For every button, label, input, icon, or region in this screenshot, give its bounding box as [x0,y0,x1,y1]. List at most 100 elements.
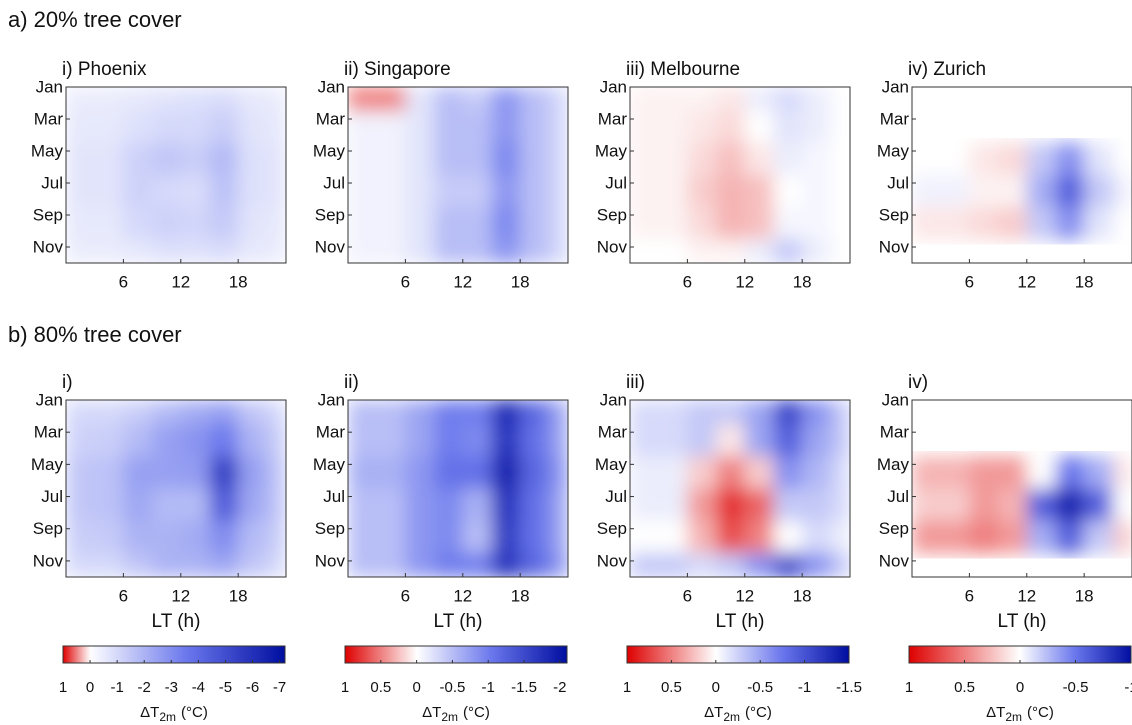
heatmap-cell [830,87,850,112]
heatmap-cell [658,87,688,112]
heatmap-cell [802,488,832,522]
heatmap-cell [123,87,153,112]
heatmap-cell [940,207,970,240]
heatmap-cell [434,207,464,240]
heatmap-cell [1055,520,1085,554]
heatmap-cell [348,87,378,112]
heatmap-cell [630,520,660,554]
colorbar-tick-label: -2 [138,679,151,696]
x-tick-label: 6 [401,272,410,291]
colorbar-label-main: ΔT [422,704,441,721]
heatmap-cell [830,488,850,522]
heatmap-cell [520,488,550,522]
colorbar-label: ΔT2m (°C) [986,704,1054,724]
x-tick-label: 18 [1075,272,1094,291]
heatmap-cell [802,552,832,577]
heatmap-cell [434,552,464,577]
heatmap-cell [716,87,746,112]
heatmap [912,143,1132,240]
heatmap-cell [802,207,832,240]
heatmap-cell [658,175,688,208]
heatmap-cell [744,239,774,263]
colorbar-label-main: ΔT [986,704,1005,721]
y-tick-label: May [31,141,64,160]
heatmap-cell [462,552,492,577]
heatmap-cell [123,488,153,522]
heatmap-cell [462,520,492,554]
heatmap [630,400,850,577]
heatmap-cell [744,207,774,240]
heatmap-cell [94,400,124,425]
heatmap-cell [94,207,124,240]
heatmap-cell [238,520,268,554]
plot-frame [629,399,851,578]
heatmap-cell [376,552,406,577]
y-tick-label: Nov [33,551,64,570]
heatmap-cell [238,143,268,176]
heatmap-cell [969,143,999,176]
heatmap-cell [548,424,568,457]
y-tick-label: Mar [34,423,64,442]
heatmap-cell [123,143,153,176]
heatmap-cell [376,456,406,489]
heatmap-cell [773,424,803,457]
heatmap-cell [940,175,970,208]
y-tick-label: Mar [316,423,346,442]
heatmap-cell [940,456,970,489]
heatmap-cell [1084,456,1114,489]
heatmap-cell [716,456,746,489]
heatmap-cell [94,552,124,577]
heatmap-cell [491,424,521,457]
x-tick-label: 6 [401,586,410,605]
heatmap-cell [266,424,286,457]
colorbar-tick-label: -0.5 [747,679,773,696]
heatmap-cell [66,87,96,112]
heatmap-cell [266,488,286,522]
heatmap-cell [66,552,96,577]
heatmap-cell [1055,456,1085,489]
heatmap-cell [744,456,774,489]
heatmap-cell [773,143,803,176]
heatmap-cell [123,207,153,240]
heatmap-cell [180,111,210,144]
heatmap-cell [830,456,850,489]
heatmap-cell [830,207,850,240]
heatmap-cells [66,400,286,577]
colorbar-tick-label: -1.5 [836,679,862,696]
heatmap-cell [66,239,96,263]
x-tick-label: 6 [683,586,692,605]
heatmap-cell [630,111,660,144]
heatmap-cell [548,87,568,112]
heatmap-cell [66,400,96,425]
heatmap-cell [348,456,378,489]
heatmap-cell [969,207,999,240]
x-tick-label: 12 [171,586,190,605]
heatmap-cell [998,207,1028,240]
colorbar-tick-label: 0 [86,679,94,696]
heatmap-cell [376,400,406,425]
heatmap-cell [658,488,688,522]
heatmap-cell [348,520,378,554]
heatmap-cell [520,111,550,144]
y-tick-label: May [313,141,346,160]
heatmap-cell [969,520,999,554]
colorbar-tick-label: -3 [165,679,178,696]
heatmap-cell [802,87,832,112]
heatmap-cell [830,520,850,554]
heatmap-cell [1055,175,1085,208]
heatmap-cell [687,87,717,112]
heatmap-cell [716,400,746,425]
colorbar-label: ΔT2m (°C) [140,704,208,724]
heatmap-cell [152,400,182,425]
heatmap-cell [152,488,182,522]
heatmap-cell [802,520,832,554]
panel-title: ii) [344,372,359,393]
heatmap-cell [658,424,688,457]
heatmap-cell [405,111,435,144]
y-tick-label: Mar [316,109,346,128]
heatmap-cell [630,456,660,489]
x-tick-label: 12 [171,272,190,291]
heatmap-cell [348,400,378,425]
heatmap-cell [687,552,717,577]
plot-frame [911,86,1132,264]
